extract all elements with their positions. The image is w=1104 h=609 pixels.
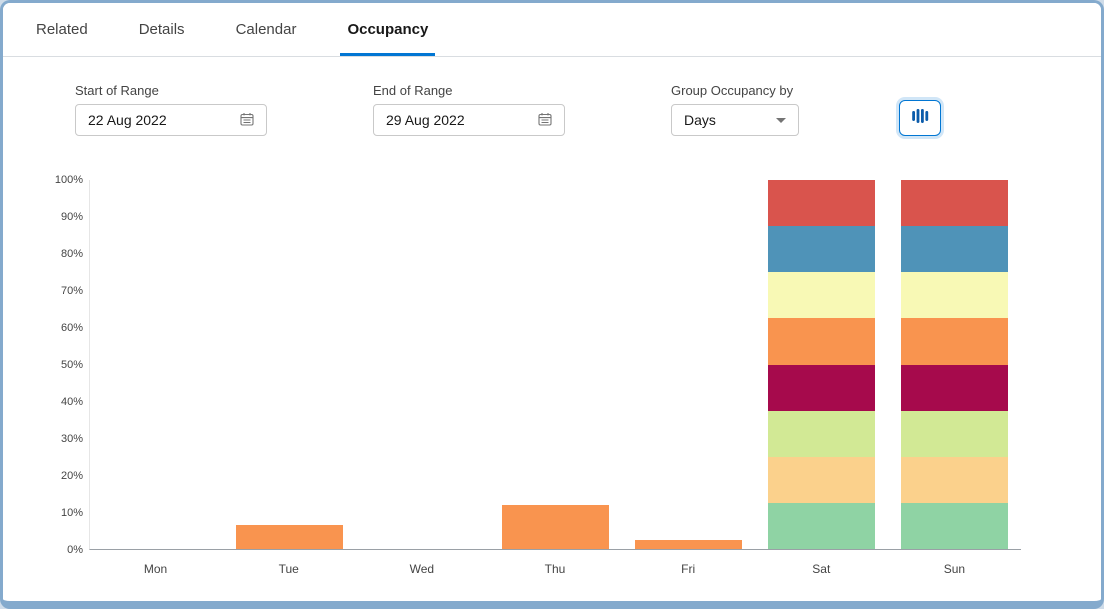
bar-segment[interactable] xyxy=(901,410,1008,457)
tab-related[interactable]: Related xyxy=(36,21,88,38)
stacked-bar[interactable] xyxy=(901,180,1008,549)
bar-segment[interactable] xyxy=(901,180,1008,227)
bar-segment[interactable] xyxy=(901,318,1008,365)
chart-plot xyxy=(89,180,1021,550)
bar-segment[interactable] xyxy=(901,272,1008,319)
y-axis-tick-label: 60% xyxy=(60,322,83,334)
tab-occupancy[interactable]: Occupancy xyxy=(340,3,436,56)
bar-segment[interactable] xyxy=(768,180,875,227)
y-axis-tick-label: 10% xyxy=(60,507,83,519)
chart-column xyxy=(755,180,888,549)
y-axis-tick-label: 40% xyxy=(60,396,83,408)
x-axis-labels: Mon Tue Wed Thu Fri Sat Sun xyxy=(89,562,1021,576)
bar-segment[interactable] xyxy=(768,456,875,503)
y-axis-tick-label: 50% xyxy=(60,359,83,371)
bar-segment[interactable] xyxy=(768,364,875,411)
y-axis-tick-label: 0% xyxy=(67,544,83,556)
bar-chart-icon xyxy=(910,106,930,131)
tab-details[interactable]: Details xyxy=(138,21,185,38)
y-axis: 0% 10% 20% 30% 40% 50% 60% 70% 80% 90% 100% xyxy=(45,175,83,556)
stacked-bar xyxy=(103,180,209,549)
chevron-down-icon xyxy=(776,117,786,123)
calendar-icon[interactable] xyxy=(240,112,254,129)
end-of-range-field: End of Range 29 Aug 2022 xyxy=(373,83,565,136)
y-axis-tick-label: 100% xyxy=(54,174,83,186)
x-axis-label: Fri xyxy=(681,562,696,576)
bar-segment[interactable] xyxy=(768,410,875,457)
chart-column xyxy=(223,180,356,549)
start-of-range-value: 22 Aug 2022 xyxy=(88,112,167,128)
group-occupancy-field: Group Occupancy by Days xyxy=(671,83,799,136)
x-axis-label: Sun xyxy=(943,562,966,576)
y-axis-tick-label: 90% xyxy=(60,211,83,223)
bar-segment[interactable] xyxy=(901,364,1008,411)
start-of-range-label: Start of Range xyxy=(75,83,159,98)
bar-segment[interactable] xyxy=(901,456,1008,503)
calendar-icon[interactable] xyxy=(538,112,552,129)
start-of-range-input[interactable]: 22 Aug 2022 xyxy=(75,104,267,136)
bar-segment[interactable] xyxy=(635,539,742,549)
x-axis-label: Thu xyxy=(544,562,566,576)
bar-segment[interactable] xyxy=(768,226,875,273)
stacked-bar xyxy=(369,180,475,549)
occupancy-chart: 0% 10% 20% 30% 40% 50% 60% 70% 80% 90% 100% Mon Tue… xyxy=(45,175,1021,576)
bar-segment[interactable] xyxy=(901,226,1008,273)
chart-column xyxy=(356,180,489,549)
x-axis-label: Wed xyxy=(409,562,435,576)
stacked-bar[interactable] xyxy=(502,180,609,549)
bar-segment[interactable] xyxy=(901,502,1008,549)
stacked-bar[interactable] xyxy=(236,180,343,549)
x-axis-label: Mon xyxy=(143,562,168,576)
x-axis-label: Sat xyxy=(812,562,831,576)
chart-column xyxy=(888,180,1021,549)
chart-column xyxy=(489,180,622,549)
group-occupancy-label: Group Occupancy by xyxy=(671,83,794,98)
tab-bar: Related Details Calendar Occupancy xyxy=(3,3,1101,57)
group-occupancy-select[interactable]: Days xyxy=(671,104,799,136)
end-of-range-label: End of Range xyxy=(373,83,453,98)
chart-column xyxy=(90,180,223,549)
bar-segment[interactable] xyxy=(502,504,609,549)
y-axis-tick-label: 70% xyxy=(60,285,83,297)
y-axis-tick-label: 80% xyxy=(60,248,83,260)
end-of-range-input[interactable]: 29 Aug 2022 xyxy=(373,104,565,136)
stacked-bar[interactable] xyxy=(635,180,742,549)
group-occupancy-value: Days xyxy=(684,112,716,128)
chart-type-button[interactable] xyxy=(899,100,941,136)
y-axis-tick-label: 20% xyxy=(60,470,83,482)
bar-segment[interactable] xyxy=(768,502,875,549)
chart-column xyxy=(622,180,755,549)
end-of-range-value: 29 Aug 2022 xyxy=(386,112,465,128)
bar-segment[interactable] xyxy=(768,272,875,319)
bar-segment[interactable] xyxy=(236,525,343,549)
y-axis-tick-label: 30% xyxy=(60,433,83,445)
start-of-range-field: Start of Range 22 Aug 2022 xyxy=(75,83,267,136)
stacked-bar[interactable] xyxy=(768,180,875,549)
tab-calendar[interactable]: Calendar xyxy=(235,21,297,38)
bar-segment[interactable] xyxy=(768,318,875,365)
controls-row: Start of Range 22 Aug 2022 End of Range xyxy=(3,57,1101,136)
x-axis-label: Tue xyxy=(278,562,299,576)
